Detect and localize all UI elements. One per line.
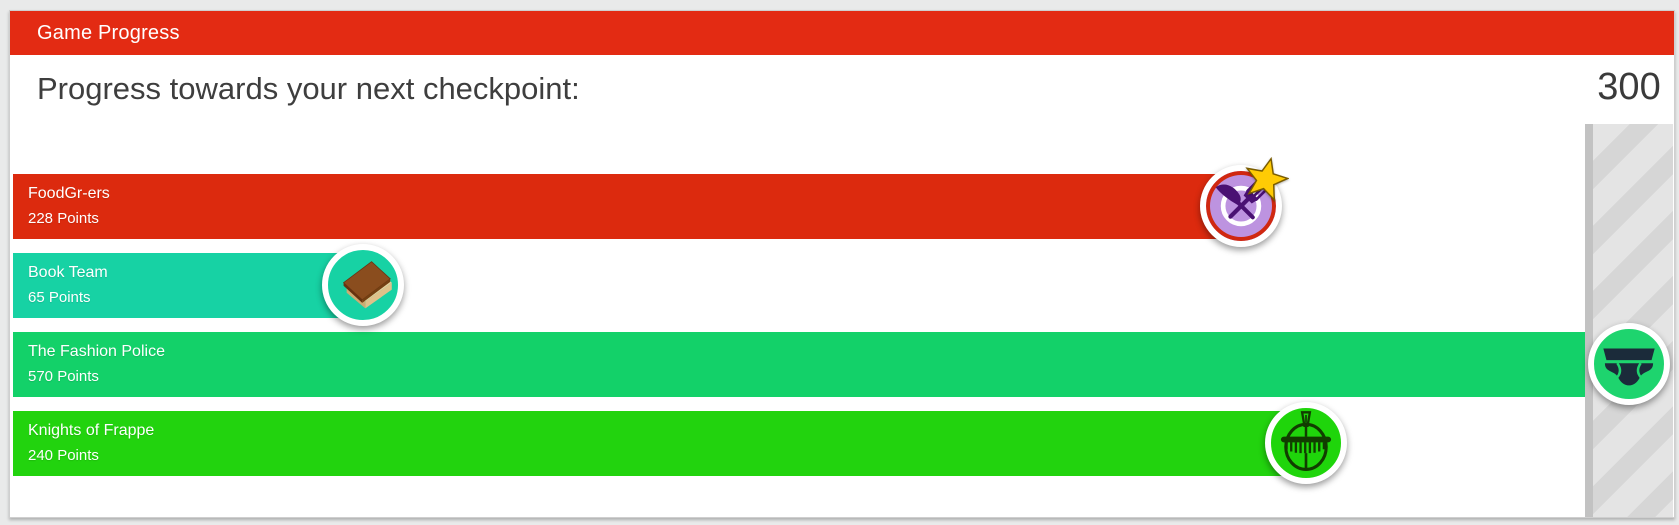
card-header: Game Progress xyxy=(10,11,1674,55)
team-progress-bar: Knights of Frappe 240 Points xyxy=(13,411,1306,476)
team-row: FoodGr-ers 228 Points xyxy=(10,156,1674,247)
game-progress-card: Game Progress Progress towards your next… xyxy=(9,10,1675,518)
team-icon-badge xyxy=(1264,402,1347,484)
team-progress-bar: The Fashion Police 570 Points xyxy=(13,332,1629,397)
team-points: 240 Points xyxy=(28,447,99,464)
team-progress-bar: Book Team 65 Points xyxy=(13,253,364,318)
team-icon-badge xyxy=(1588,323,1670,405)
checkpoint-band xyxy=(1585,124,1673,517)
team-row: Knights of Frappe 240 Points xyxy=(10,402,1674,484)
team-row: The Fashion Police 570 Points xyxy=(10,323,1674,405)
team-name: The Fashion Police xyxy=(28,343,165,360)
team-icon-badge xyxy=(322,244,405,326)
book-icon xyxy=(343,261,392,309)
team-points: 228 Points xyxy=(28,210,99,227)
team-points: 570 Points xyxy=(28,368,99,385)
checkpoint-value: 300 xyxy=(1597,66,1661,108)
team-icon-badge xyxy=(1200,156,1290,247)
knight-helmet-icon xyxy=(1280,411,1331,471)
team-name: FoodGr-ers xyxy=(28,185,110,202)
team-name: Knights of Frappe xyxy=(28,422,155,439)
progress-subtitle: Progress towards your next checkpoint: xyxy=(37,71,580,106)
team-name: Book Team xyxy=(28,264,108,281)
team-points: 65 Points xyxy=(28,289,91,306)
star-icon xyxy=(1243,156,1290,202)
team-progress-bar: FoodGr-ers 228 Points xyxy=(13,174,1242,239)
team-row: Book Team 65 Points xyxy=(10,244,1674,326)
briefs-icon xyxy=(1603,348,1655,386)
card-title: Game Progress xyxy=(37,22,180,44)
crossed-utensils-icon xyxy=(1215,180,1267,227)
